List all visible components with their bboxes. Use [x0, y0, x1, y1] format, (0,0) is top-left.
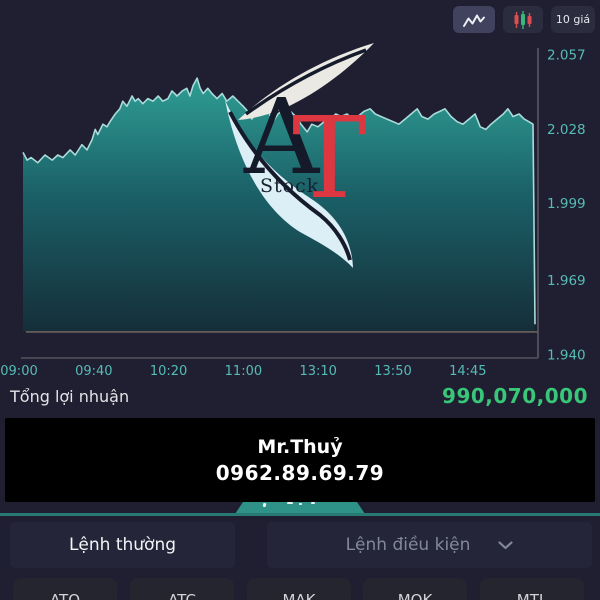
x-tick-label: 11:00 [225, 364, 262, 379]
total-profit-label: Tổng lợi nhuận [10, 386, 130, 406]
order-type-label: MOK [397, 591, 433, 600]
x-tick-label: 14:45 [449, 364, 486, 379]
chevron-down-icon [498, 540, 514, 549]
y-tick-label: 2.028 [547, 122, 586, 138]
contact-name: Mr.Thuỷ [257, 435, 343, 458]
order-type-label: ATO [49, 591, 81, 600]
ten-gia-label: 10 giá [555, 13, 591, 26]
x-tick-label: 13:10 [299, 364, 336, 379]
tab-normal-order[interactable]: Lệnh thường [10, 522, 235, 568]
price-area-fill [23, 78, 535, 332]
hidden-text-mark [287, 502, 293, 504]
tab-conditional-order[interactable]: Lệnh điều kiện [267, 522, 592, 568]
order-type-mak-button[interactable]: MAK [247, 578, 351, 600]
candlestick-mode-button[interactable] [503, 6, 543, 33]
order-type-ato-button[interactable]: ATO [13, 578, 117, 600]
order-panel-tab-handle[interactable] [235, 502, 365, 514]
contact-overlay-card: Mr.Thuỷ 0962.89.69.79 [5, 418, 595, 502]
order-type-mok-button[interactable]: MOK [363, 578, 467, 600]
x-tick-label: 09:00 [0, 364, 37, 379]
hidden-text-mark [311, 502, 315, 504]
order-type-label: ATC [168, 591, 196, 600]
price-area-chart[interactable]: 2.057 2.028 1.999 1.969 1.940 09:00 09:40 10:20… [0, 0, 600, 420]
total-profit-value: 990,070,000 [442, 384, 588, 408]
hidden-text-mark [262, 502, 267, 508]
x-tick-label: 09:40 [75, 364, 112, 379]
y-tick-label: 2.057 [547, 48, 586, 64]
x-tick-label: 13:50 [374, 364, 411, 379]
order-tabs-row: Lệnh thường Lệnh điều kiện [0, 522, 600, 568]
normal-order-label: Lệnh thường [68, 535, 177, 555]
chart-toolbar: 10 giá [453, 6, 595, 33]
order-type-mtl-button[interactable]: MTL [480, 578, 584, 600]
three-candles-icon [514, 10, 532, 29]
order-type-label: MAK [282, 591, 316, 600]
order-type-atc-button[interactable]: ATC [130, 578, 234, 600]
line-chart-mode-button[interactable] [453, 6, 495, 33]
y-tick-label: 1.969 [547, 273, 586, 289]
teal-divider-line [0, 513, 600, 516]
zigzag-line-icon [463, 14, 485, 27]
contact-phone: 0962.89.69.79 [215, 460, 385, 485]
order-type-label: MTL [516, 591, 548, 600]
y-tick-label: 1.999 [547, 196, 586, 212]
ten-gia-button[interactable]: 10 giá [551, 6, 595, 33]
hidden-text-mark [299, 503, 302, 505]
y-tick-label: 1.940 [547, 348, 586, 364]
x-tick-label: 10:20 [150, 364, 187, 379]
profit-summary-row: Tổng lợi nhuận 990,070,000 [10, 383, 588, 409]
conditional-order-label: Lệnh điều kiện [345, 535, 471, 555]
order-type-buttons-row: ATO ATC MAK MOK MTL [0, 578, 600, 600]
